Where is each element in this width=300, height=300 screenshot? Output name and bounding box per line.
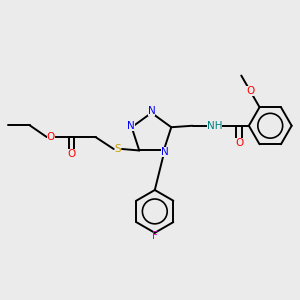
Text: O: O <box>67 149 75 159</box>
Text: O: O <box>246 86 254 96</box>
Text: N: N <box>127 121 135 131</box>
Text: F: F <box>152 231 158 242</box>
Text: O: O <box>47 132 55 142</box>
Text: NH: NH <box>207 121 222 131</box>
Text: S: S <box>115 144 121 154</box>
Text: N: N <box>161 147 169 157</box>
Text: O: O <box>235 138 243 148</box>
Text: N: N <box>148 106 155 116</box>
